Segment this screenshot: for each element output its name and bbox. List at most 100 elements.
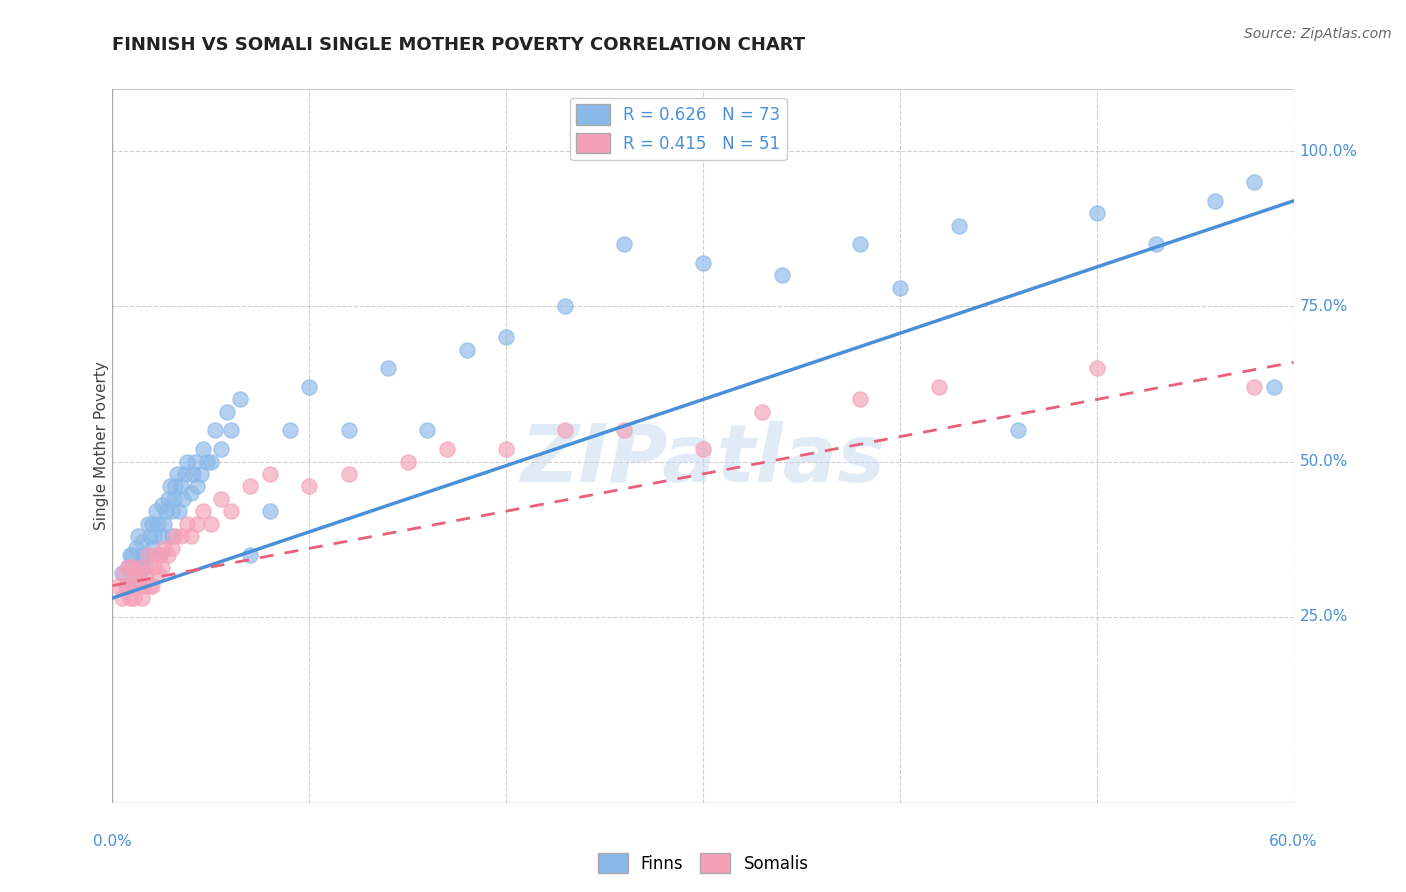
- Point: [770, 268, 793, 283]
- Point: [184, 454, 207, 468]
- Point: [1085, 361, 1108, 376]
- Point: [186, 516, 208, 531]
- Point: [142, 560, 165, 574]
- Point: [136, 516, 159, 531]
- Point: [160, 541, 183, 556]
- Point: [337, 424, 360, 438]
- Point: [121, 579, 143, 593]
- Point: [159, 479, 181, 493]
- Point: [1263, 380, 1285, 394]
- Point: [146, 566, 169, 581]
- Point: [131, 554, 153, 568]
- Point: [239, 548, 262, 562]
- Point: [166, 467, 188, 481]
- Point: [200, 516, 222, 531]
- Point: [117, 560, 139, 574]
- Point: [156, 491, 179, 506]
- Point: [139, 579, 162, 593]
- Point: [692, 442, 714, 456]
- Point: [160, 529, 183, 543]
- Point: [692, 256, 714, 270]
- Point: [181, 467, 204, 481]
- Point: [1144, 237, 1167, 252]
- Point: [115, 579, 138, 593]
- Point: [229, 392, 252, 407]
- Point: [169, 504, 191, 518]
- Text: ZIPatlas: ZIPatlas: [520, 421, 886, 500]
- Point: [156, 548, 179, 562]
- Point: [162, 491, 184, 506]
- Point: [436, 442, 458, 456]
- Point: [180, 529, 202, 543]
- Point: [191, 504, 214, 518]
- Point: [111, 566, 134, 581]
- Point: [186, 479, 208, 493]
- Point: [120, 548, 142, 562]
- Point: [751, 405, 773, 419]
- Point: [122, 591, 145, 605]
- Point: [1204, 194, 1226, 208]
- Point: [120, 591, 142, 605]
- Point: [1243, 380, 1265, 394]
- Point: [165, 479, 187, 493]
- Point: [107, 579, 129, 593]
- Point: [141, 516, 163, 531]
- Point: [146, 516, 169, 531]
- Point: [129, 579, 152, 593]
- Point: [150, 560, 173, 574]
- Point: [149, 548, 172, 562]
- Text: 25.0%: 25.0%: [1299, 609, 1348, 624]
- Point: [149, 548, 172, 562]
- Point: [554, 299, 576, 313]
- Point: [298, 380, 321, 394]
- Point: [554, 424, 576, 438]
- Point: [125, 541, 148, 556]
- Point: [259, 467, 281, 481]
- Point: [170, 529, 193, 543]
- Point: [141, 579, 163, 593]
- Point: [337, 467, 360, 481]
- Point: [135, 566, 157, 581]
- Point: [239, 479, 262, 493]
- Point: [416, 424, 439, 438]
- Text: 50.0%: 50.0%: [1299, 454, 1348, 469]
- Text: 0.0%: 0.0%: [93, 834, 132, 849]
- Point: [948, 219, 970, 233]
- Text: 75.0%: 75.0%: [1299, 299, 1348, 314]
- Point: [132, 579, 155, 593]
- Point: [928, 380, 950, 394]
- Point: [127, 566, 149, 581]
- Point: [209, 491, 232, 506]
- Point: [849, 237, 872, 252]
- Point: [145, 504, 167, 518]
- Point: [131, 560, 153, 574]
- Text: 100.0%: 100.0%: [1299, 144, 1357, 159]
- Point: [377, 361, 399, 376]
- Point: [195, 454, 218, 468]
- Point: [495, 442, 517, 456]
- Legend: Finns, Somalis: Finns, Somalis: [591, 847, 815, 880]
- Point: [200, 454, 222, 468]
- Text: FINNISH VS SOMALI SINGLE MOTHER POVERTY CORRELATION CHART: FINNISH VS SOMALI SINGLE MOTHER POVERTY …: [112, 36, 806, 54]
- Point: [139, 529, 162, 543]
- Point: [150, 498, 173, 512]
- Point: [122, 560, 145, 574]
- Y-axis label: Single Mother Poverty: Single Mother Poverty: [94, 361, 108, 531]
- Point: [396, 454, 419, 468]
- Point: [1007, 424, 1029, 438]
- Point: [131, 591, 153, 605]
- Point: [152, 516, 174, 531]
- Point: [219, 504, 242, 518]
- Point: [121, 579, 143, 593]
- Point: [191, 442, 214, 456]
- Point: [125, 573, 148, 587]
- Point: [150, 529, 173, 543]
- Point: [131, 535, 153, 549]
- Point: [889, 281, 911, 295]
- Point: [259, 504, 281, 518]
- Point: [117, 560, 139, 574]
- Point: [298, 479, 321, 493]
- Point: [145, 548, 167, 562]
- Point: [176, 454, 198, 468]
- Point: [278, 424, 301, 438]
